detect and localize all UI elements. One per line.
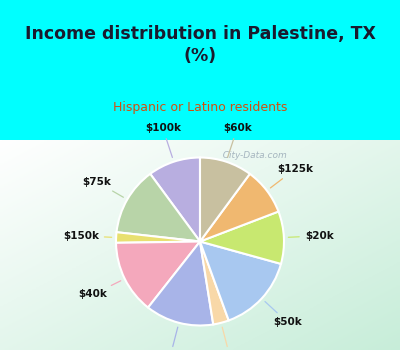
Text: $100k: $100k <box>145 123 181 158</box>
Wedge shape <box>116 232 200 243</box>
Text: City-Data.com: City-Data.com <box>217 151 286 160</box>
Wedge shape <box>200 241 229 324</box>
Wedge shape <box>200 174 278 241</box>
Wedge shape <box>200 158 250 241</box>
Text: $50k: $50k <box>265 301 302 328</box>
Wedge shape <box>116 174 200 241</box>
Text: $30k: $30k <box>156 327 184 350</box>
Wedge shape <box>116 241 200 308</box>
Text: $20k: $20k <box>288 231 334 241</box>
Text: $150k: $150k <box>63 231 112 241</box>
Wedge shape <box>150 158 200 241</box>
Text: $125k: $125k <box>270 164 313 188</box>
Text: $200k: $200k <box>212 327 248 350</box>
Text: Income distribution in Palestine, TX
(%): Income distribution in Palestine, TX (%) <box>24 25 376 65</box>
Wedge shape <box>148 241 213 326</box>
Wedge shape <box>200 241 281 321</box>
Text: Hispanic or Latino residents: Hispanic or Latino residents <box>113 101 287 114</box>
Text: $75k: $75k <box>82 177 123 197</box>
Text: $40k: $40k <box>79 281 121 300</box>
Wedge shape <box>200 211 284 264</box>
Text: $60k: $60k <box>223 123 252 158</box>
